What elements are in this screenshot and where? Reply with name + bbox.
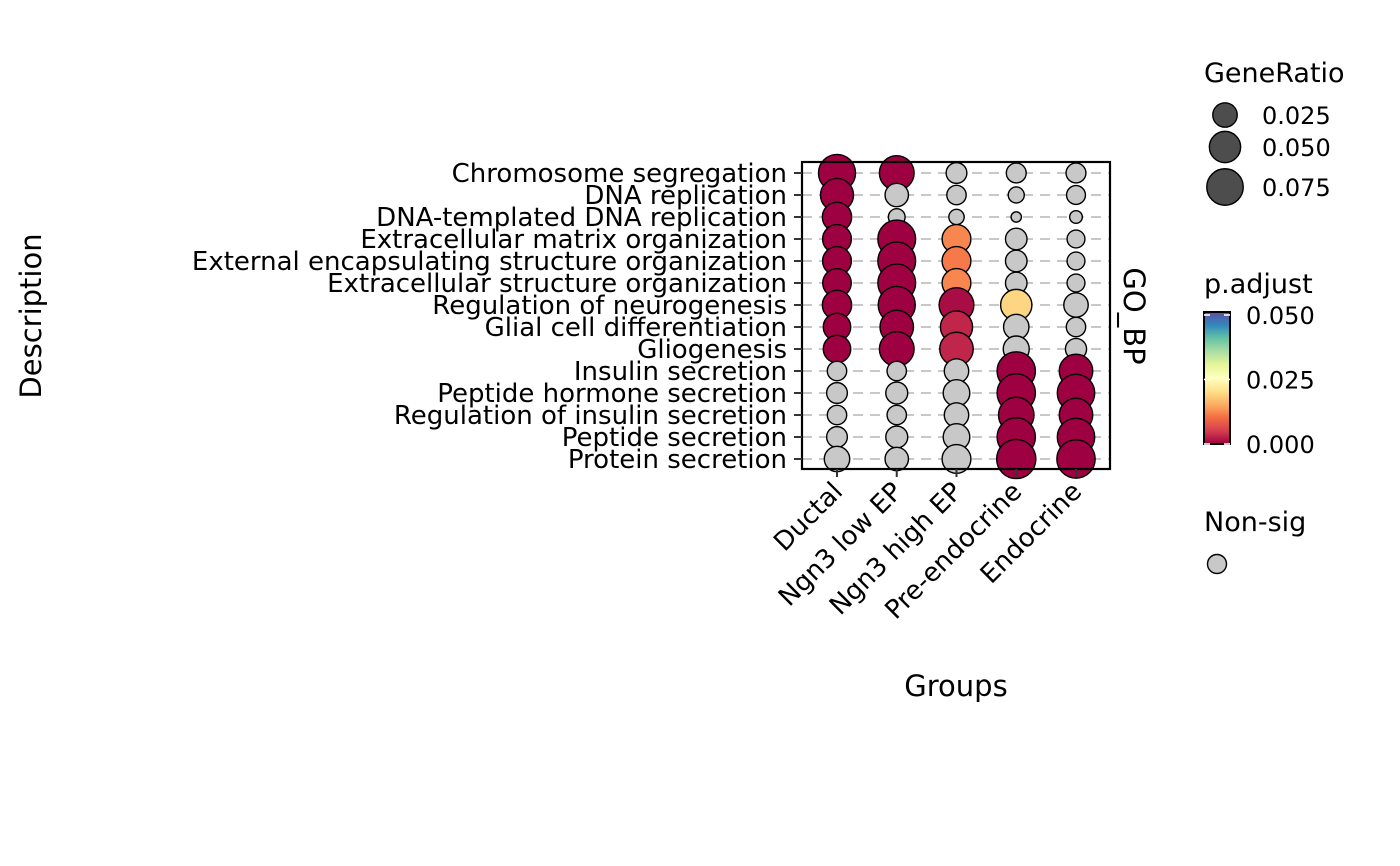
- dot-point: [1065, 162, 1087, 184]
- size-legend: GeneRatio 0.025 0.050 0.075: [1204, 58, 1345, 206]
- size-legend-label: 0.075: [1262, 174, 1331, 202]
- y-tick-label: DNA-templated DNA replication: [376, 203, 787, 233]
- y-axis-title: Description: [14, 233, 48, 398]
- y-tick-label: Regulation of insulin secretion: [394, 401, 787, 431]
- dot-point: [1007, 186, 1025, 204]
- dot-point: [885, 381, 909, 405]
- dot-point: [1066, 229, 1086, 249]
- dot-point: [886, 404, 908, 426]
- dot-point: [1065, 316, 1087, 338]
- y-tick-label: Peptide hormone secretion: [437, 379, 787, 409]
- size-legend-key: [1208, 130, 1242, 164]
- dot-point: [826, 360, 848, 382]
- dot-point: [826, 404, 848, 426]
- nonsig-legend: Non-sig: [1204, 507, 1306, 575]
- dot-point: [1005, 162, 1027, 184]
- dot-point: [945, 161, 968, 185]
- color-legend-label: 0.050: [1246, 302, 1315, 330]
- dot-point: [822, 334, 852, 364]
- y-tick-label: Gliogenesis: [637, 335, 787, 365]
- size-legend-label: 0.050: [1262, 134, 1331, 162]
- dot-point: [1010, 211, 1023, 223]
- dot-point: [1004, 249, 1028, 273]
- dot-point: [1063, 292, 1089, 318]
- dot-point: [1004, 227, 1028, 251]
- size-legend-key: [1206, 168, 1244, 206]
- data-points: [817, 153, 1096, 480]
- dot-point: [885, 425, 909, 449]
- size-legend-title: GeneRatio: [1204, 58, 1345, 89]
- dot-point: [825, 425, 849, 449]
- dot-point: [886, 360, 908, 382]
- y-tick-label: Protein secretion: [568, 445, 787, 475]
- dot-point: [884, 182, 910, 208]
- dot-point: [1066, 251, 1086, 271]
- y-tick-label: External encapsulating structure organiz…: [192, 247, 787, 277]
- y-tick-label: Regulation of neurogenesis: [432, 291, 787, 321]
- dot-point: [948, 208, 965, 226]
- color-legend-label: 0.025: [1246, 367, 1315, 395]
- dot-point: [1066, 273, 1086, 293]
- color-legend-title: p.adjust: [1204, 269, 1313, 300]
- nonsig-legend-title: Non-sig: [1204, 507, 1306, 538]
- nonsig-legend-key: [1206, 553, 1228, 575]
- y-tick-label: Extracellular structure organization: [327, 269, 787, 299]
- y-tick-label: Glial cell differentiation: [485, 313, 787, 343]
- y-tick-label: Chromosome segregation: [452, 159, 787, 189]
- dot-point: [1068, 209, 1084, 225]
- size-legend-label: 0.025: [1262, 102, 1331, 130]
- y-tick-label: Peptide secretion: [562, 423, 787, 453]
- y-tick-label: Extracellular matrix organization: [360, 225, 787, 255]
- color-legend-label: 0.000: [1246, 431, 1315, 459]
- dot-point: [823, 445, 851, 473]
- dot-point: [946, 184, 967, 206]
- y-tick-label: Insulin secretion: [574, 357, 787, 387]
- facet-strip-label: GO_BP: [1117, 267, 1151, 364]
- color-legend: p.adjust 0.050 0.025 0.000: [1203, 269, 1315, 459]
- dot-point: [884, 446, 910, 472]
- x-axis-title: Groups: [904, 669, 1007, 703]
- dot-point: [825, 381, 849, 405]
- color-bar: [1203, 311, 1231, 445]
- size-legend-key: [1212, 102, 1238, 128]
- y-tick-label: DNA replication: [584, 181, 787, 211]
- dot-point: [1065, 184, 1087, 206]
